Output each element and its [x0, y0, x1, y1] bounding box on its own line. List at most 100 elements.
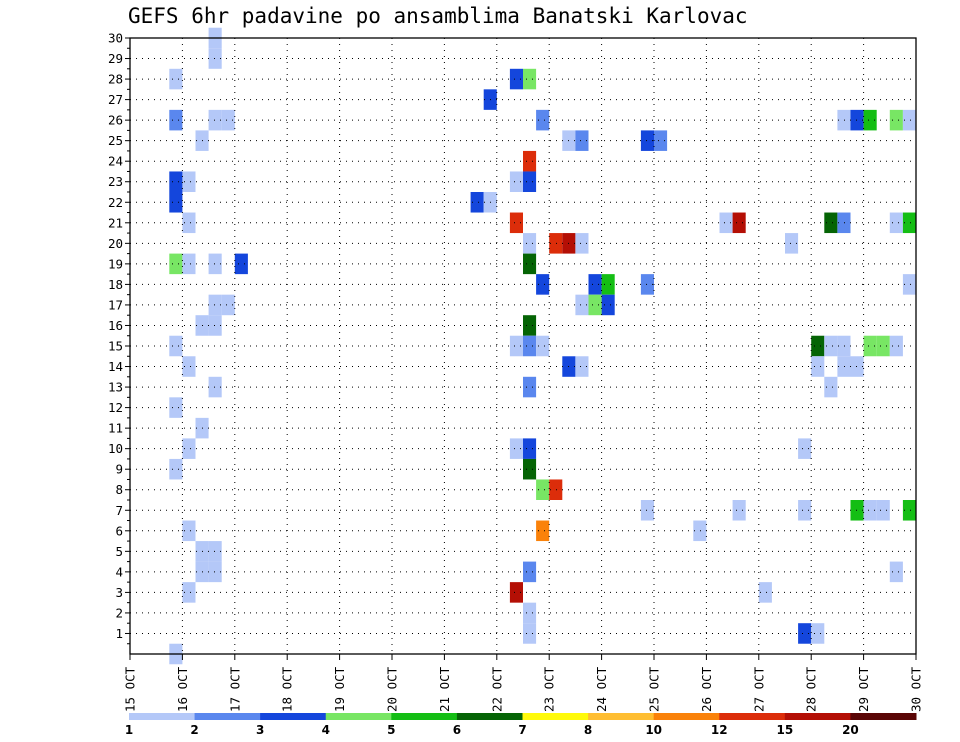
y-tick-label: 20	[108, 236, 123, 251]
y-tick-label: 14	[108, 359, 123, 374]
x-tick-label: 26 OCT	[699, 666, 714, 712]
precip-cell	[798, 500, 812, 521]
y-tick-label: 26	[108, 113, 123, 128]
precip-cell	[798, 623, 812, 644]
precip-cell	[601, 274, 615, 295]
colorbar-label: 1	[125, 723, 133, 737]
precip-cell	[811, 623, 825, 644]
precip-cell	[758, 582, 772, 603]
x-axis: 15 OCT 16 OCT 17 OCT 18 OCT 19 OCT 20 OCT 21 O…	[123, 654, 924, 712]
precip-cell	[208, 294, 222, 316]
y-tick-label: 2	[115, 605, 123, 620]
y-tick-label: 16	[108, 318, 123, 333]
precip-cell	[208, 315, 222, 336]
precip-cell	[575, 294, 589, 316]
y-tick-label: 3	[115, 585, 123, 600]
colorbar-label: 20	[842, 723, 859, 737]
colorbar-swatch	[653, 713, 720, 720]
x-tick-label: 18 OCT	[280, 666, 295, 712]
precip-cell	[169, 253, 183, 275]
y-tick-label: 9	[115, 462, 123, 477]
x-tick-label: 19 OCT	[332, 666, 347, 712]
precip-cell	[889, 561, 903, 583]
colorbar-swatch	[456, 713, 523, 720]
x-tick-label: 30 OCT	[909, 666, 924, 712]
y-tick-label: 28	[108, 72, 123, 87]
y-tick-label: 7	[115, 503, 123, 518]
colorbar-swatch	[719, 713, 786, 720]
precip-cell	[549, 233, 563, 254]
precip-cell	[902, 500, 916, 521]
precip-cell	[523, 335, 537, 357]
precip-cell	[509, 212, 523, 234]
y-tick-label: 17	[108, 297, 123, 312]
precip-cell	[169, 68, 183, 90]
precip-cell	[169, 458, 183, 480]
precip-cell	[732, 212, 746, 234]
precip-cell	[575, 233, 589, 254]
precip-cell	[523, 315, 537, 336]
precip-cell	[169, 335, 183, 357]
precip-cell	[902, 212, 916, 234]
colorbar-swatch	[850, 713, 917, 720]
precip-cell	[640, 130, 654, 151]
precip-cell	[732, 500, 746, 521]
precip-cell	[640, 274, 654, 295]
precip-cell	[208, 109, 222, 131]
y-tick-label: 1	[115, 626, 123, 641]
precip-cell	[837, 356, 851, 377]
colorbar-swatch	[194, 713, 261, 720]
precip-cell	[588, 274, 602, 295]
precip-cell	[523, 376, 537, 398]
x-tick-label: 29 OCT	[856, 666, 871, 712]
y-tick-label: 30	[108, 31, 123, 46]
precip-cell	[719, 212, 733, 234]
precip-cell	[575, 356, 589, 377]
x-tick-label: 27 OCT	[751, 666, 766, 712]
precip-cell	[654, 130, 668, 151]
precip-cell	[824, 212, 838, 234]
x-tick-label: 25 OCT	[647, 666, 662, 712]
precip-cell	[824, 376, 838, 398]
colorbar: 1 2 3 4 5 6 7 8 10 12 15 20	[125, 713, 917, 737]
y-axis: 1234567891011121314151617181920212223242…	[108, 31, 130, 645]
precip-cell	[536, 335, 550, 357]
colorbar-label: 6	[453, 723, 461, 737]
precip-cell	[811, 356, 825, 377]
colorbar-swatch	[391, 713, 458, 720]
precip-cell	[523, 623, 537, 644]
precip-cell	[536, 479, 550, 500]
precip-cell	[509, 171, 523, 192]
precip-cell	[798, 438, 812, 459]
precip-cell	[863, 500, 877, 521]
precip-cell	[889, 109, 903, 131]
y-tick-label: 23	[108, 174, 123, 189]
precip-cell	[182, 582, 196, 603]
precip-cell	[208, 48, 222, 69]
colorbar-label: 8	[584, 723, 592, 737]
y-tick-label: 13	[108, 380, 123, 395]
precip-cell	[182, 253, 196, 275]
precip-cell	[208, 376, 222, 398]
y-tick-label: 8	[115, 482, 123, 497]
colorbar-label: 12	[711, 723, 728, 737]
precip-cell	[902, 109, 916, 131]
precip-cell	[850, 109, 864, 131]
colorbar-swatch	[588, 713, 655, 720]
y-tick-label: 24	[108, 154, 123, 169]
precip-cell	[182, 520, 196, 542]
precip-cell	[863, 335, 877, 357]
precip-cell	[470, 192, 484, 213]
precip-cell	[693, 520, 707, 542]
precip-cell	[523, 68, 537, 90]
precip-cell	[523, 561, 537, 583]
x-tick-label: 23 OCT	[542, 666, 557, 712]
y-tick-label: 21	[108, 215, 123, 230]
precip-cell	[837, 335, 851, 357]
colorbar-label: 10	[645, 723, 662, 737]
y-tick-label: 15	[108, 339, 123, 354]
x-tick-label: 17 OCT	[227, 666, 242, 712]
chart-title: GEFS 6hr padavine po ansamblima Banatski…	[128, 4, 748, 28]
precip-cell	[863, 109, 877, 131]
